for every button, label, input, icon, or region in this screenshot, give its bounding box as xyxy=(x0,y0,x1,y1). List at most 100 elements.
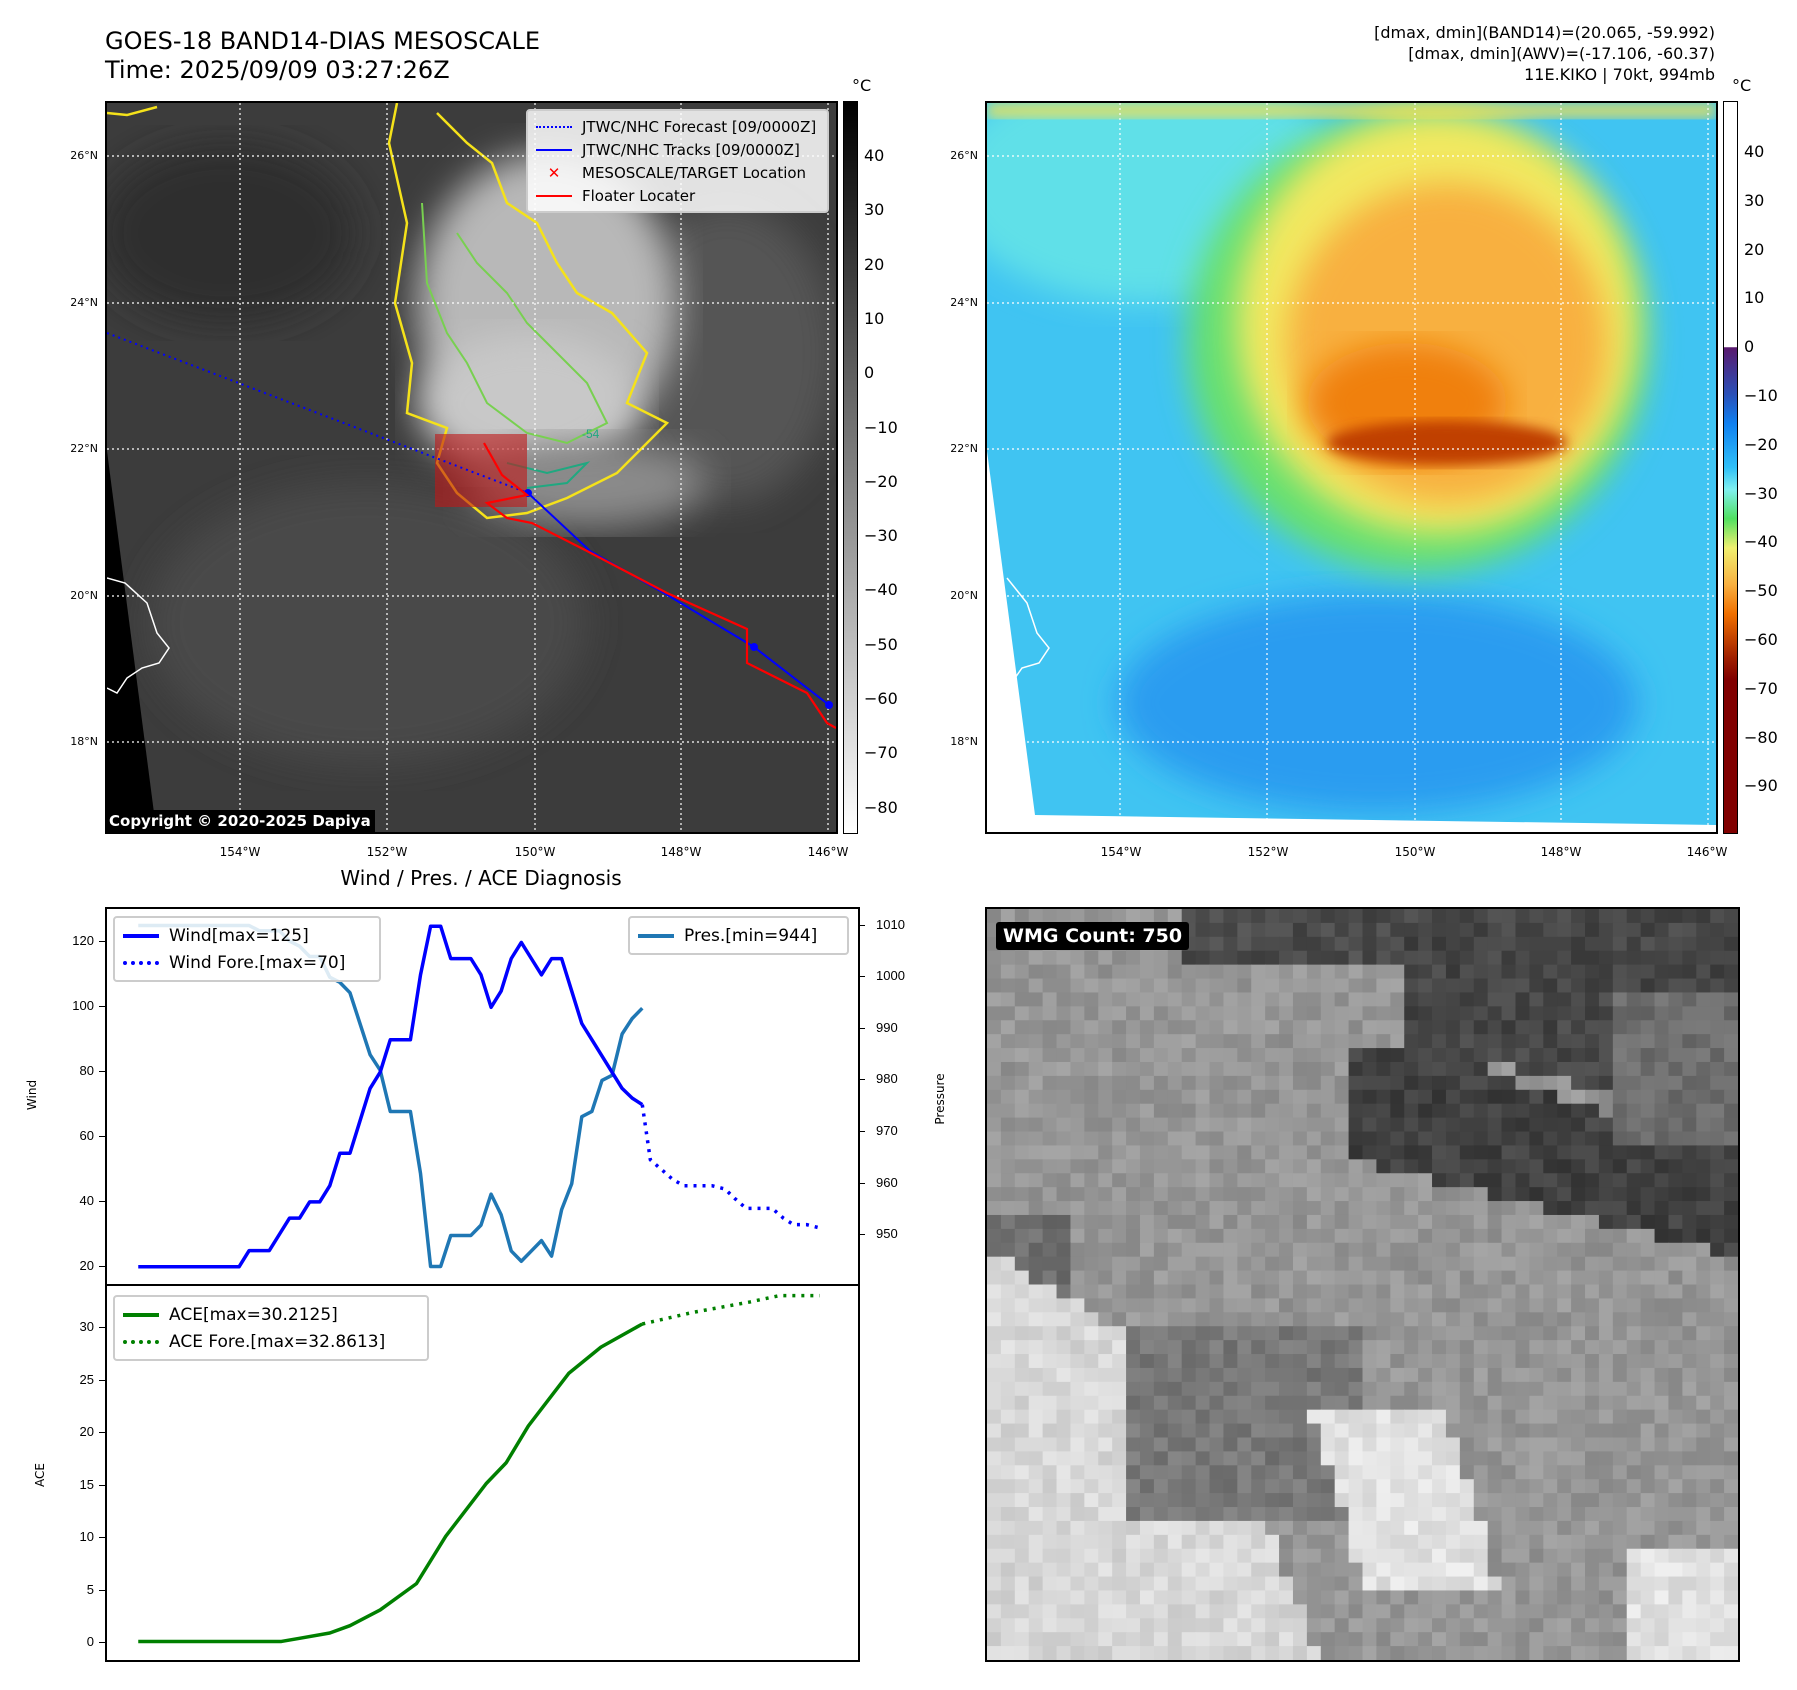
wmg-cell xyxy=(1348,909,1364,924)
wmg-cell xyxy=(1279,964,1294,980)
wmg-cell xyxy=(1126,1340,1141,1355)
wmg-cell xyxy=(1640,1173,1656,1188)
wmg-cell xyxy=(1376,1507,1391,1522)
wmg-cell xyxy=(1626,909,1642,924)
wmg-cell xyxy=(1042,1354,1058,1369)
wmg-cell xyxy=(987,1465,1002,1480)
wmg-cell xyxy=(1598,1576,1614,1592)
wmg-cell xyxy=(1126,1117,1141,1133)
wmg-cell xyxy=(1459,1632,1475,1647)
wmg-cell xyxy=(987,1075,1002,1091)
wmg-cell xyxy=(1668,1020,1683,1035)
wmg-cell xyxy=(1000,1145,1016,1160)
wmg-cell xyxy=(1126,964,1141,980)
wmg-cell xyxy=(1612,1367,1628,1383)
ace-axis-label: ACE xyxy=(33,1463,47,1487)
wmg-cell xyxy=(1598,1242,1614,1258)
wmg-cell xyxy=(1195,1562,1211,1578)
ir-map[interactable] xyxy=(105,101,838,834)
wmg-cell xyxy=(1306,909,1322,924)
wmg-cell xyxy=(1139,1367,1155,1383)
wmg-cell xyxy=(1251,1423,1266,1439)
wmg-cell xyxy=(1084,1048,1099,1063)
wmg-cell xyxy=(1390,1089,1405,1105)
wmg-cell xyxy=(1501,964,1517,980)
wmg-cell xyxy=(1000,964,1016,980)
wmg-cell xyxy=(1598,1437,1614,1452)
wmg-cell xyxy=(1139,1006,1155,1021)
wmg-cell xyxy=(1432,1187,1447,1202)
wmg-cell xyxy=(1390,1367,1405,1383)
wmg-cell xyxy=(1348,1493,1364,1508)
awv-map[interactable] xyxy=(985,101,1718,834)
wmg-cell xyxy=(1473,1520,1489,1536)
wmg-cell xyxy=(1112,1437,1127,1452)
wmg-cell xyxy=(1112,1381,1127,1397)
wmg-cell xyxy=(1668,936,1683,952)
wmg-count-label: WMG Count: 750 xyxy=(996,922,1190,950)
wmg-cell xyxy=(1529,1367,1544,1383)
wmg-cell xyxy=(1654,1228,1670,1244)
wmg-cell xyxy=(1557,1507,1572,1522)
wmg-cell xyxy=(1279,1075,1294,1091)
wmg-cell xyxy=(1084,1562,1099,1578)
wmg-cell xyxy=(1265,1632,1280,1647)
wmg-cell xyxy=(1585,1562,1600,1578)
wmg-cell xyxy=(1724,1409,1738,1425)
wmg-cell xyxy=(1279,1048,1294,1063)
wmg-cell xyxy=(1070,1604,1085,1619)
wmg-cell xyxy=(1028,1326,1044,1341)
colorbar-tick: −90 xyxy=(1744,776,1778,796)
wmg-cell xyxy=(1237,936,1252,952)
wmg-cell xyxy=(1654,1354,1670,1369)
wmg-cell xyxy=(1084,1367,1099,1383)
wmg-cell xyxy=(1459,1103,1475,1119)
wmg-cell xyxy=(1404,1089,1419,1105)
wmg-cell xyxy=(1612,1507,1628,1522)
wmg-cell xyxy=(1432,1228,1447,1244)
wmg-cell xyxy=(1571,1270,1586,1286)
wmg-cell xyxy=(1557,1367,1572,1383)
wmg-cell xyxy=(1612,978,1628,994)
wmg-cell xyxy=(1042,1409,1058,1425)
wmg-cell xyxy=(1084,1354,1099,1369)
wmg-cell xyxy=(1626,1242,1642,1258)
solid-line-icon xyxy=(123,1312,159,1317)
wmg-cell xyxy=(1209,978,1225,994)
wmg-cell xyxy=(1292,1006,1308,1021)
wmg-cell xyxy=(1028,1604,1044,1619)
wmg-cell xyxy=(1501,1089,1517,1105)
wmg-cell xyxy=(1348,1395,1364,1411)
wmg-cell xyxy=(1390,1103,1405,1119)
wmg-cell xyxy=(1668,950,1683,966)
wmg-cell xyxy=(1724,1326,1738,1341)
wmg-cell xyxy=(1167,1201,1183,1216)
wmg-cell xyxy=(1209,1061,1225,1077)
wmg-cell xyxy=(1557,1632,1572,1647)
wmg-cell xyxy=(1306,1423,1322,1439)
wmg-cell xyxy=(1028,1520,1044,1536)
wmg-cell xyxy=(1724,1020,1738,1035)
wmg-cell xyxy=(1668,1534,1683,1550)
wmg-cell xyxy=(1056,1423,1072,1439)
wmg-cell xyxy=(1181,1451,1197,1466)
wmg-cell xyxy=(1654,1326,1670,1341)
wmg-cell xyxy=(1515,1020,1530,1035)
wmg-cell xyxy=(1654,1034,1670,1049)
wmg-cell xyxy=(1571,1214,1586,1230)
wmg-cell xyxy=(1696,1409,1711,1425)
wmg-cell xyxy=(1598,1312,1614,1327)
wmg-cell xyxy=(1390,1242,1405,1258)
lon-label: 148°W xyxy=(1540,845,1582,859)
wmg-cell xyxy=(1153,1395,1169,1411)
wmg-cell xyxy=(1710,1284,1725,1300)
wmg-cell xyxy=(1668,1117,1683,1133)
wmg-cell xyxy=(1585,1479,1600,1494)
wmg-cell xyxy=(1014,1520,1030,1536)
wmg-cell xyxy=(1056,1507,1072,1522)
wmg-cell xyxy=(1390,1465,1405,1480)
wmg-cell xyxy=(1390,1187,1405,1202)
wmg-cell xyxy=(1292,964,1308,980)
wmg-cell xyxy=(1181,1326,1197,1341)
wmg-cell xyxy=(1612,1395,1628,1411)
